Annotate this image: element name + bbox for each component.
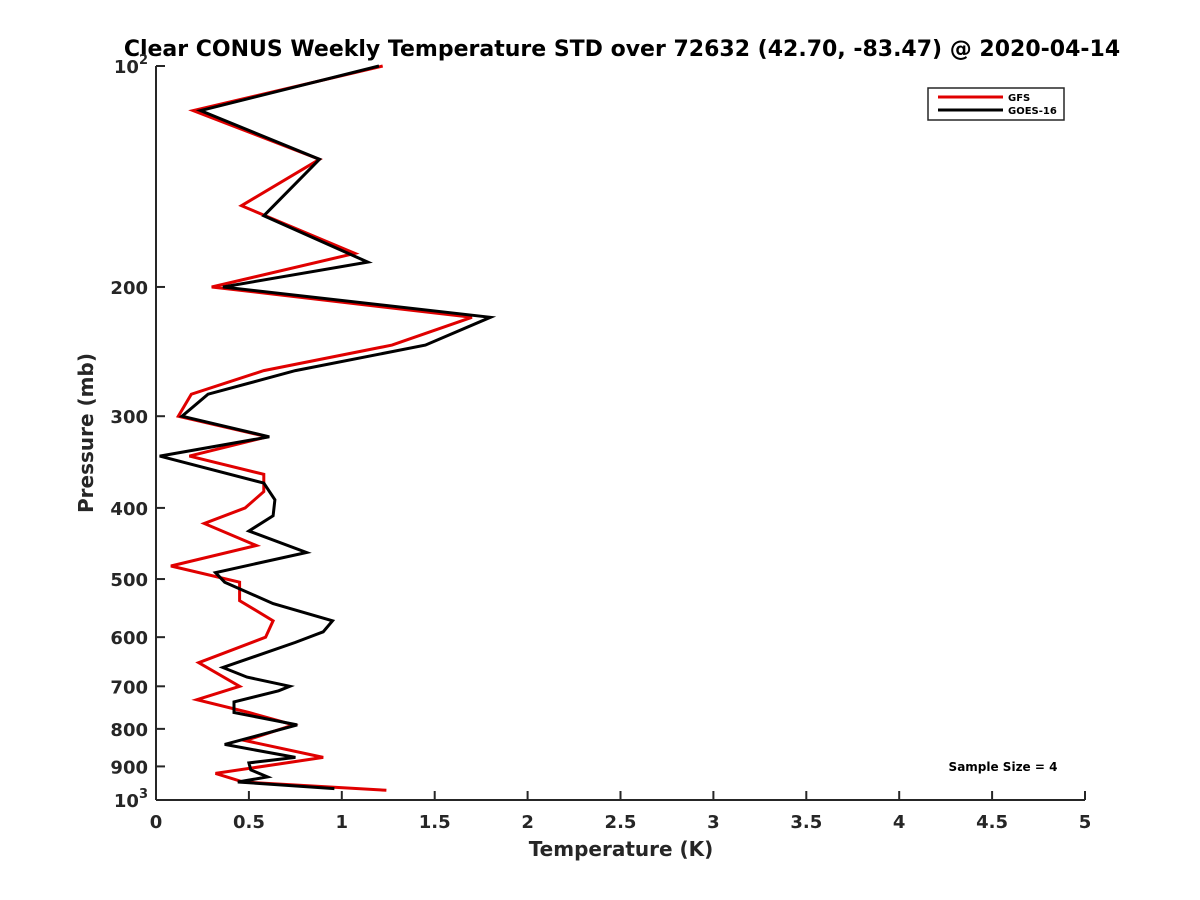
x-axis-label: Temperature (K) — [529, 837, 714, 861]
x-tick-label: 3 — [707, 812, 720, 833]
plot-axes: 0 0.5 1 1.5 2 2.5 3 3.5 4 4.5 5 102 200 300 400 500 600 7… — [110, 53, 1091, 833]
series-line-goes-16 — [159, 64, 497, 791]
y-tick-label: 600 — [110, 628, 148, 649]
x-tick-label: 1 — [336, 812, 349, 833]
x-tick-label: 2.5 — [605, 812, 637, 833]
series-line-gfs — [170, 64, 473, 792]
x-tick-label: 0 — [150, 812, 163, 833]
y-tick-label: 500 — [110, 570, 148, 591]
x-tick-label: 5 — [1079, 812, 1092, 833]
sample-size-annotation: Sample Size = 4 — [949, 760, 1058, 774]
y-axis-label: Pressure (mb) — [74, 353, 98, 513]
y-tick-label: 200 — [110, 278, 148, 299]
y-tick-label: 800 — [110, 720, 148, 741]
y-tick-label: 400 — [110, 499, 148, 520]
y-tick-label: 900 — [110, 757, 148, 778]
x-tick-label: 4.5 — [976, 812, 1008, 833]
chart-title: Clear CONUS Weekly Temperature STD over … — [124, 37, 1120, 62]
x-tick-label: 2 — [521, 812, 534, 833]
x-tick-label: 3.5 — [790, 812, 822, 833]
y-tick-label: 103 — [114, 787, 148, 812]
legend-label: GFS — [1008, 93, 1030, 104]
x-tick-label: 0.5 — [233, 812, 265, 833]
legend-box — [927, 87, 1065, 121]
y-tick-label: 300 — [110, 407, 148, 428]
x-tick-label: 1.5 — [419, 812, 451, 833]
series-layer — [159, 64, 497, 792]
y-tick-label: 700 — [110, 677, 148, 698]
legend-label: GOES-16 — [1008, 106, 1057, 117]
y-tick-label: 102 — [114, 53, 148, 78]
x-tick-label: 4 — [893, 812, 906, 833]
legend: GFS GOES-16 — [927, 87, 1065, 121]
